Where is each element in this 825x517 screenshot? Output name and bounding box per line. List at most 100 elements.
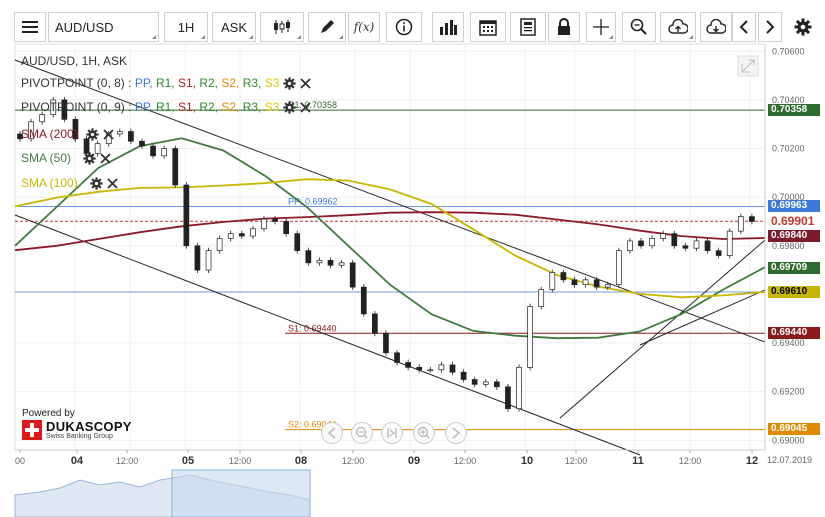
- x-tick-label: 12:00: [342, 456, 365, 466]
- x-tick-label: 12: [746, 455, 758, 467]
- candle-body: [549, 272, 556, 290]
- crosshair-button[interactable]: [586, 12, 616, 42]
- brand-tagline: Swiss Banking Group: [46, 433, 113, 440]
- pivot-2-colon: :: [124, 100, 135, 114]
- brand-name: DUKASCOPY: [46, 419, 132, 434]
- pivot-part-s3: S3: [264, 100, 280, 114]
- candle-body: [72, 119, 79, 140]
- side-selector[interactable]: ASK: [212, 12, 256, 42]
- gear-icon[interactable]: [283, 76, 297, 90]
- arrow-right-icon: [452, 427, 461, 439]
- candle-body: [671, 233, 678, 247]
- legend-pivot-2: PIVOTPOINT (0, 9) : PP, R1, S1, R2, S2, …: [21, 100, 312, 114]
- pencil-icon: [321, 20, 334, 33]
- fx-icon: f(x): [353, 20, 375, 34]
- nav-next-button[interactable]: [445, 422, 467, 444]
- x-tick-label: 11: [632, 455, 644, 467]
- candle-body: [172, 148, 179, 186]
- candle-body: [715, 250, 722, 256]
- price-tag: 0.69709: [768, 261, 820, 274]
- legend-sma-100: SMA (100): [21, 176, 118, 190]
- chevron-left-icon: [739, 20, 748, 34]
- arrow-left-icon: [327, 427, 336, 439]
- candle-body: [749, 216, 755, 222]
- y-tick-label: 0.70000: [772, 192, 805, 202]
- y-axis: 0.70600 0.70400 0.70200 0.70000 0.69800 0.694…: [764, 44, 805, 450]
- price-tag: 0.69610: [768, 285, 820, 298]
- trend-line-1: [14, 59, 766, 343]
- trend-line-4: [639, 289, 766, 346]
- nav-reset-button[interactable]: [381, 422, 403, 444]
- candle-body: [682, 245, 689, 249]
- bar-chart-icon: [440, 20, 457, 35]
- candle-body: [405, 362, 411, 368]
- zoom-button[interactable]: [622, 12, 656, 42]
- period-selector[interactable]: 1H: [164, 12, 208, 42]
- price-tag: 0.69840: [768, 230, 820, 243]
- fit-icon: [387, 428, 397, 438]
- symbol-selector[interactable]: AUD/USD: [48, 12, 159, 42]
- close-icon[interactable]: [300, 77, 312, 89]
- draw-tool-button[interactable]: [308, 12, 346, 42]
- legend-pivot-1: PIVOTPOINT (0, 8) : PP, R1, S1, R2, S2, …: [21, 76, 312, 90]
- close-icon[interactable]: [300, 101, 312, 113]
- price-tag: 0.69045: [768, 423, 820, 436]
- y-tick-label: 0.70400: [772, 95, 805, 105]
- indicators-button[interactable]: f(x): [348, 12, 380, 42]
- close-icon[interactable]: [107, 177, 118, 189]
- pivot-part-pp: PP,: [134, 76, 156, 90]
- settings-button[interactable]: [788, 12, 818, 42]
- y-tick-label: 0.69000: [772, 435, 805, 445]
- gear-icon[interactable]: [283, 100, 297, 114]
- x-tick-label: 09: [408, 455, 420, 467]
- nav-prev-button[interactable]: [321, 422, 343, 444]
- menu-button[interactable]: [14, 12, 46, 42]
- trend-line-2: [14, 214, 641, 456]
- maximize-button[interactable]: [737, 55, 759, 77]
- info-button[interactable]: [386, 12, 422, 42]
- upload-button[interactable]: [660, 12, 696, 42]
- candle-body: [482, 381, 489, 385]
- gear-icon[interactable]: [86, 127, 99, 141]
- level-label: S1: 0.69440: [288, 323, 337, 333]
- scroll-left-button[interactable]: [732, 12, 756, 42]
- candle-body: [238, 233, 245, 237]
- close-icon[interactable]: [100, 152, 111, 164]
- nav-zoom-in-button[interactable]: [413, 422, 435, 444]
- candle-body: [205, 250, 212, 271]
- magnifier-icon: [630, 18, 647, 35]
- pivot-part-s2: S2,: [221, 76, 243, 90]
- candle-body: [693, 240, 700, 249]
- scroll-right-button[interactable]: [758, 12, 782, 42]
- lock-button[interactable]: [548, 12, 580, 42]
- y-tick-label: 0.70200: [772, 144, 805, 154]
- download-button[interactable]: [700, 12, 732, 42]
- candle-body: [327, 260, 334, 266]
- y-tick-label: 0.69800: [772, 241, 805, 251]
- navigator-window: [171, 469, 311, 517]
- trend-lines: [14, 59, 766, 456]
- gear-icon[interactable]: [90, 176, 103, 190]
- candle-body: [28, 121, 34, 140]
- gear-icon[interactable]: [83, 151, 96, 165]
- pivot-part-r2: R2,: [199, 76, 222, 90]
- toolbar: AUD/USD 1H ASK f(x): [0, 0, 825, 54]
- candle-body: [61, 99, 68, 120]
- candle-body: [560, 272, 567, 281]
- candle-body: [427, 369, 434, 372]
- news-button[interactable]: [510, 12, 546, 42]
- candle-body: [649, 238, 655, 247]
- volume-button[interactable]: [432, 12, 464, 42]
- candle-body: [638, 240, 644, 247]
- calendar-button[interactable]: [470, 12, 506, 42]
- y-tick-label: 0.69200: [772, 387, 805, 397]
- close-icon[interactable]: [103, 128, 114, 140]
- nav-zoom-out-button[interactable]: [351, 422, 373, 444]
- candle-body: [194, 245, 201, 271]
- navigator[interactable]: [14, 468, 765, 517]
- chart-type-button[interactable]: [260, 12, 304, 42]
- candle-body: [660, 233, 667, 239]
- price-tag: 0.69963: [768, 200, 820, 213]
- candle-body: [250, 228, 256, 237]
